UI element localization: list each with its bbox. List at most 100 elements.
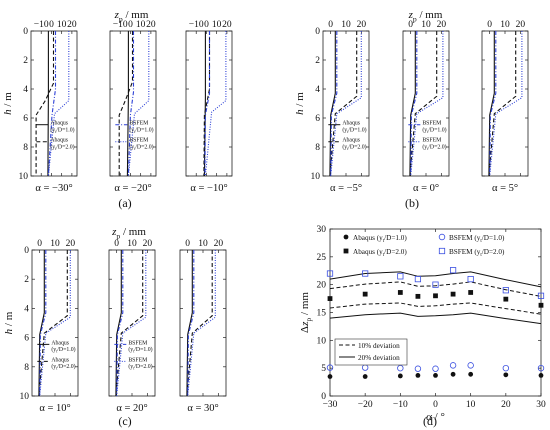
data-point — [362, 270, 369, 277]
data-point — [414, 275, 422, 283]
x-tick-label: 20 — [66, 239, 76, 249]
legend-label-line2: (yt/D=2.0) — [422, 143, 446, 150]
data-point — [397, 364, 404, 372]
data-point — [432, 281, 439, 288]
data-point — [397, 373, 403, 379]
series-line — [488, 31, 495, 177]
x-tick-label: 20 — [437, 20, 447, 30]
data-point — [503, 296, 509, 302]
x-tick-label: 10 — [212, 20, 222, 30]
series-line — [330, 31, 338, 177]
series-line — [330, 31, 362, 177]
deviation-band-line — [329, 302, 542, 315]
x-tick-label: 0 — [328, 20, 333, 30]
legend-label-line1: Abaqus — [342, 121, 360, 127]
x-tick-label: 0 — [408, 20, 413, 30]
band-legend-label: 20% deviation — [358, 354, 400, 362]
x-tick-label: −20 — [358, 400, 373, 410]
data-point — [449, 267, 457, 274]
series-line — [115, 250, 144, 397]
series-line — [187, 250, 216, 397]
legend-label-line1: Abaqus — [51, 340, 69, 346]
x-tick-label: 20 — [67, 20, 77, 30]
x-tick-label: 10 — [57, 20, 67, 30]
panel-letter-d: (d) — [423, 414, 437, 428]
x-tick-label: 0 — [49, 20, 54, 30]
y-tick-label: 0 — [24, 246, 29, 256]
legend-label-line2: (yt/D=1.0) — [342, 126, 366, 133]
x-tick-label: 10 — [198, 239, 208, 249]
series-line — [204, 31, 211, 177]
series-line — [410, 31, 444, 177]
y-tick-label: 4 — [315, 85, 320, 95]
legend-label-line2: (yt/D=2.0) — [128, 363, 152, 370]
x-axis-label: zp / mm — [111, 226, 146, 240]
x-axis-label: zp / mm — [408, 9, 443, 23]
alpha-label: α = 30° — [187, 403, 218, 414]
x-tick-label: 0 — [37, 239, 42, 249]
y-tick-label: 2 — [23, 56, 28, 66]
data-point — [467, 362, 474, 369]
legend-label-line2: (yt/D=2.0) — [51, 363, 75, 370]
legend-marker — [343, 248, 349, 254]
series-line — [186, 250, 193, 397]
y-tick-label: 25 — [317, 253, 327, 263]
legend-label: BSFEM (yt/D=1.0) — [449, 234, 505, 244]
data-point — [468, 290, 474, 295]
series-line — [116, 250, 124, 397]
alpha-label: α = −5° — [330, 183, 362, 194]
y-tick-label: 6 — [315, 114, 320, 124]
deviation-band-line — [329, 271, 542, 288]
y-tick-label: 2 — [315, 56, 320, 66]
series-line — [329, 31, 336, 177]
band-legend-box — [334, 338, 408, 366]
legend-label-line2: (yt/D=2.0) — [50, 143, 74, 150]
x-tick-label: 20 — [357, 20, 367, 30]
data-point — [538, 373, 544, 378]
x-tick-label: 20 — [146, 20, 156, 30]
x-tick-label: 20 — [501, 400, 511, 410]
deviation-band-line — [329, 281, 542, 297]
legend-label-line1: Abaqus — [50, 138, 68, 144]
panel-letter-c: (c) — [118, 414, 131, 428]
y-tick-label: 8 — [23, 143, 28, 153]
series-line — [409, 31, 416, 177]
data-point — [432, 365, 439, 372]
data-point — [397, 290, 403, 295]
legend-label: Abaqus (yt/D=2.0) — [353, 248, 407, 258]
data-point — [537, 364, 545, 372]
x-tick-label: 10 — [466, 400, 476, 410]
band-legend-label: 10% deviation — [358, 342, 400, 350]
data-point — [397, 273, 404, 280]
x-tick-label: 30 — [536, 400, 546, 410]
legend-label-line1: BSFEM — [129, 121, 148, 127]
panel-letter-a: (a) — [118, 196, 131, 210]
y-axis-label: Δzp / mm — [299, 292, 313, 333]
series-line — [203, 31, 206, 177]
alpha-label: α = 0° — [413, 183, 439, 194]
legend-label-line2: (yt/D=2.0) — [129, 143, 153, 150]
legend-label: Abaqus (yt/D=1.0) — [353, 234, 407, 244]
data-point — [467, 275, 474, 283]
y-tick-label: 30 — [317, 225, 327, 235]
series-line — [489, 31, 523, 177]
legend-label-line2: (yt/D=2.0) — [342, 143, 366, 150]
series-line — [38, 250, 45, 397]
data-point — [433, 293, 438, 299]
data-point — [449, 362, 457, 369]
series-line — [329, 31, 358, 177]
series-line — [39, 250, 71, 397]
legend-label-line2: (yt/D=1.0) — [422, 126, 446, 133]
data-point — [361, 364, 369, 371]
x-tick-label: 10 — [127, 239, 137, 249]
y-tick-label: 2 — [24, 275, 29, 285]
legend-label-line1: Abaqus — [50, 121, 68, 127]
data-point — [468, 371, 474, 377]
x-tick-label: 10 — [500, 20, 510, 30]
data-point — [433, 373, 438, 378]
y-tick-label: 6 — [24, 334, 29, 344]
data-point — [414, 365, 422, 372]
legend-label-line2: (yt/D=1.0) — [128, 346, 152, 353]
data-point — [362, 374, 368, 379]
